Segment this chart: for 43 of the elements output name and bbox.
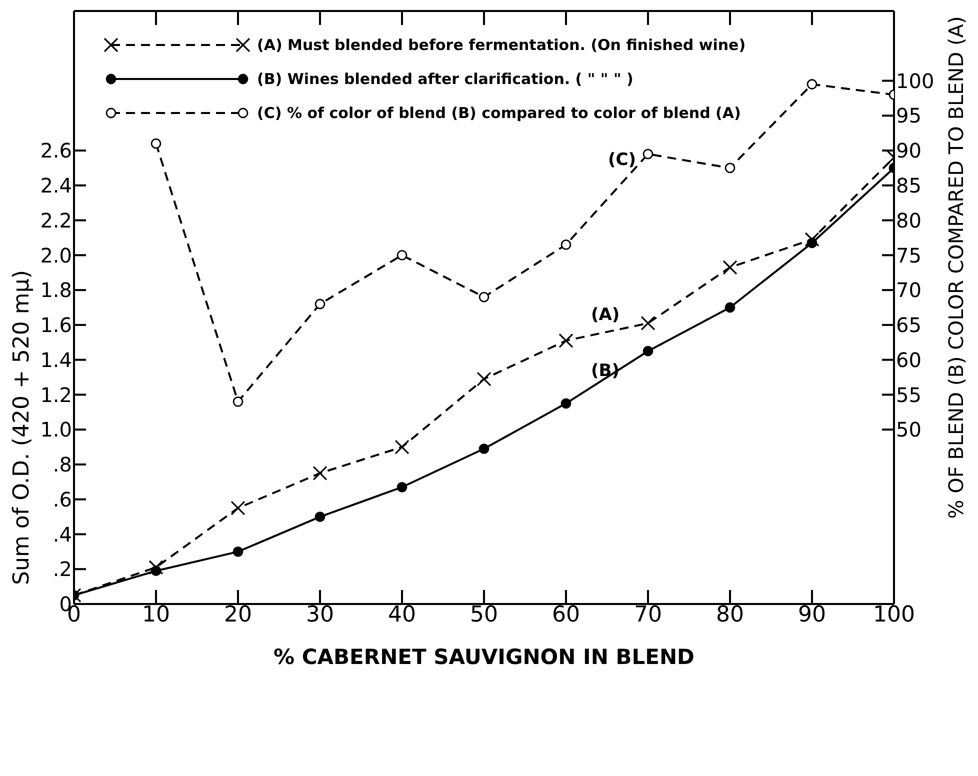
y-tick-label: 1.4	[40, 348, 72, 372]
y2-tick-label: 70	[896, 278, 922, 302]
y-tick-label: .8	[52, 452, 72, 477]
y-tick-label: .4	[52, 522, 72, 546]
y2-tick-label: 90	[896, 138, 922, 163]
x-tick-label: 90	[798, 602, 826, 628]
y-tick-label: 1.6	[40, 313, 72, 338]
y2-tick-label: 85	[896, 174, 922, 198]
x-tick-label: 40	[388, 602, 416, 628]
x-tick-label: 30	[306, 602, 334, 628]
legend-label: (C) % of color of blend (B) compared to color of blend (A)	[257, 104, 741, 122]
annotation: (C)	[608, 150, 636, 170]
y-tick-label: .6	[52, 487, 72, 512]
x-tick-label: 60	[552, 602, 580, 628]
y-tick-label: 1.0	[40, 418, 72, 442]
x-tick-label: 70	[634, 602, 662, 628]
annotation: (B)	[591, 361, 620, 381]
y2-tick-label: 75	[896, 243, 922, 268]
legend-label: (A) Must blended before fermentation. (On finished wine)	[257, 36, 746, 54]
x-axis-title: % CABERNET SAUVIGNON IN BLEND	[274, 645, 694, 669]
y-tick-label: .2	[52, 557, 72, 582]
y2-tick-label: 65	[896, 313, 922, 338]
y-tick-label: 2.4	[40, 174, 72, 198]
y-tick-label: 2.6	[40, 138, 72, 163]
y2-axis-title: % OF BLEND (B) COLOR COMPARED TO BLEND (A)	[944, 16, 968, 519]
y-axis-title: Sum of O.D. (420 + 520 mμ)	[10, 270, 34, 585]
x-tick-label: 80	[716, 602, 744, 628]
y-tick-label: 1.2	[40, 382, 72, 407]
y-tick-label: 2.2	[40, 208, 72, 232]
y2-tick-label: 95	[896, 104, 922, 128]
y-tick-label: 2.0	[40, 243, 72, 268]
x-tick-label: 50	[470, 602, 498, 628]
legend-label: (B) Wines blended after clarification. ( " " " )	[257, 70, 634, 88]
y2-tick-label: 60	[896, 348, 922, 372]
y2-tick-label: 80	[896, 208, 922, 232]
y2-tick-label: 50	[896, 418, 922, 442]
x-tick-label: 10	[142, 602, 170, 628]
y2-tick-label: 100	[896, 68, 934, 93]
x-tick-label: 100	[873, 602, 915, 628]
y-tick-label: 1.8	[40, 278, 72, 302]
x-tick-label: 20	[224, 602, 252, 628]
annotation: (A)	[591, 305, 620, 325]
y2-tick-label: 55	[896, 382, 922, 407]
